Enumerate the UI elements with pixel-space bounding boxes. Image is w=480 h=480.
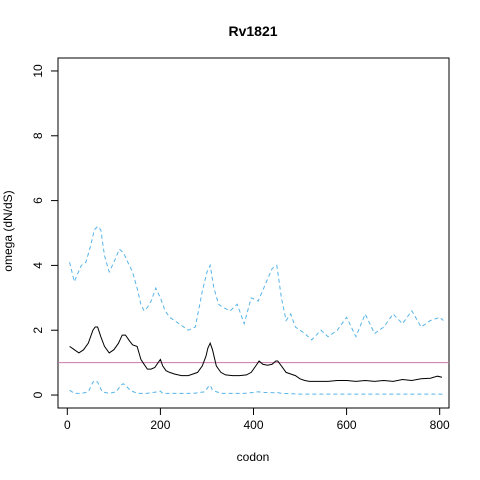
series-line-estimate	[69, 326, 443, 382]
x-tick-label: 800	[430, 418, 450, 432]
y-tick-label: 10	[31, 64, 45, 78]
plot-frame	[57, 57, 450, 409]
chart-title: Rv1821	[228, 23, 277, 39]
y-tick-label: 6	[31, 197, 45, 204]
y-tick-label: 8	[31, 132, 45, 139]
y-tick-label: 4	[31, 262, 45, 269]
y-tick-label: 2	[31, 327, 45, 334]
x-axis: 0 200 400 600 800	[64, 407, 450, 432]
x-tick-label: 0	[64, 418, 71, 432]
x-axis-label: codon	[237, 450, 270, 464]
x-tick-label: 400	[243, 418, 263, 432]
series-group	[69, 225, 444, 395]
x-tick-label: 600	[337, 418, 357, 432]
series-line-upper	[69, 225, 444, 341]
y-axis-label: omega (dN/dS)	[1, 190, 15, 271]
series-line-lower	[69, 379, 444, 395]
y-axis: 0 2 4 6 8 10	[31, 64, 59, 398]
x-tick-label: 200	[150, 418, 170, 432]
y-tick-label: 0	[31, 391, 45, 398]
